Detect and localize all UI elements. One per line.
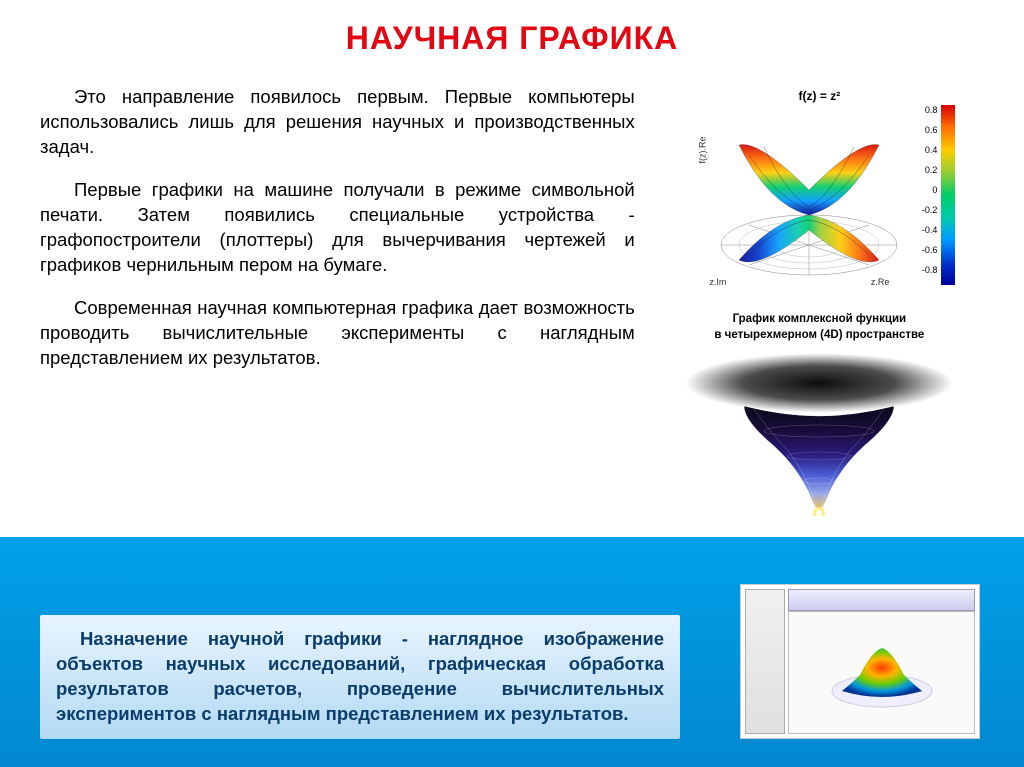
caption-line1: График комплексной функции — [733, 313, 907, 325]
caption-line2: в четырехмерном (4D) пространстве — [714, 329, 924, 341]
main-text-column: Это направление появилось первым. Первые… — [40, 85, 635, 513]
summary-box: Назначение научной графики - наглядное и… — [40, 615, 680, 739]
cbtick: 0.2 — [925, 165, 938, 175]
figure-complex-function: f(z) = z² — [679, 85, 959, 305]
app-sidebar — [745, 589, 785, 734]
cbtick: -0.6 — [922, 245, 938, 255]
app-toolbar — [788, 589, 975, 611]
paragraph-1: Это направление появилось первым. Первые… — [40, 85, 635, 160]
figure-universe-funnel — [679, 353, 959, 513]
app-main — [788, 589, 975, 734]
cbtick: 0.8 — [925, 105, 938, 115]
colorbar — [941, 105, 955, 285]
paragraph-3: Современная научная компьютерная графика… — [40, 296, 635, 371]
cbtick: 0.4 — [925, 145, 938, 155]
page-title: НАУЧНАЯ ГРАФИКА — [40, 20, 984, 57]
slide: НАУЧНАЯ ГРАФИКА Это направление появилос… — [0, 0, 1024, 767]
cbtick: -0.8 — [922, 265, 938, 275]
cbtick: -0.2 — [922, 205, 938, 215]
surface-plot: z.Re z.Im f(z).Re — [699, 105, 919, 285]
figure1-formula: f(z) = z² — [799, 89, 841, 103]
cbtick: -0.4 — [922, 225, 938, 235]
app-canvas — [788, 611, 975, 734]
figure-software-screenshot — [740, 584, 980, 739]
paragraph-2: Первые графики на машине получали в режи… — [40, 178, 635, 278]
cbtick: 0 — [932, 185, 937, 195]
axis-z-label: f(z).Re — [698, 137, 708, 164]
cbtick: 0.6 — [925, 125, 938, 135]
content-row: Это направление появилось первым. Первые… — [40, 85, 984, 513]
axis-x-label: z.Re — [871, 277, 890, 287]
figure1-caption: График комплексной функции в четырехмерн… — [714, 311, 924, 343]
axis-y-label: z.Im — [709, 277, 726, 287]
image-column: f(z) = z² — [655, 85, 984, 513]
